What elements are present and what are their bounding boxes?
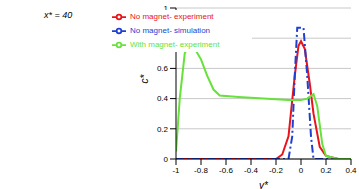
svg-text:-0.2: -0.2 xyxy=(269,166,283,175)
svg-text:c*: c* xyxy=(139,74,150,84)
svg-text:-0.6: -0.6 xyxy=(219,166,233,175)
svg-text:0: 0 xyxy=(299,166,304,175)
svg-text:0.6: 0.6 xyxy=(157,64,169,73)
svg-text:0.4: 0.4 xyxy=(345,166,351,175)
svg-text:0.2: 0.2 xyxy=(157,125,169,134)
svg-text:-1: -1 xyxy=(172,166,180,175)
svg-text:-0.8: -0.8 xyxy=(194,166,208,175)
svg-text:-0.4: -0.4 xyxy=(244,166,258,175)
svg-text:0.4: 0.4 xyxy=(157,94,169,103)
svg-text:0.2: 0.2 xyxy=(320,166,332,175)
svg-text:0.8: 0.8 xyxy=(157,34,169,43)
svg-text:1: 1 xyxy=(164,4,169,13)
svg-text:y*: y* xyxy=(258,180,269,189)
svg-text:0: 0 xyxy=(164,155,169,164)
